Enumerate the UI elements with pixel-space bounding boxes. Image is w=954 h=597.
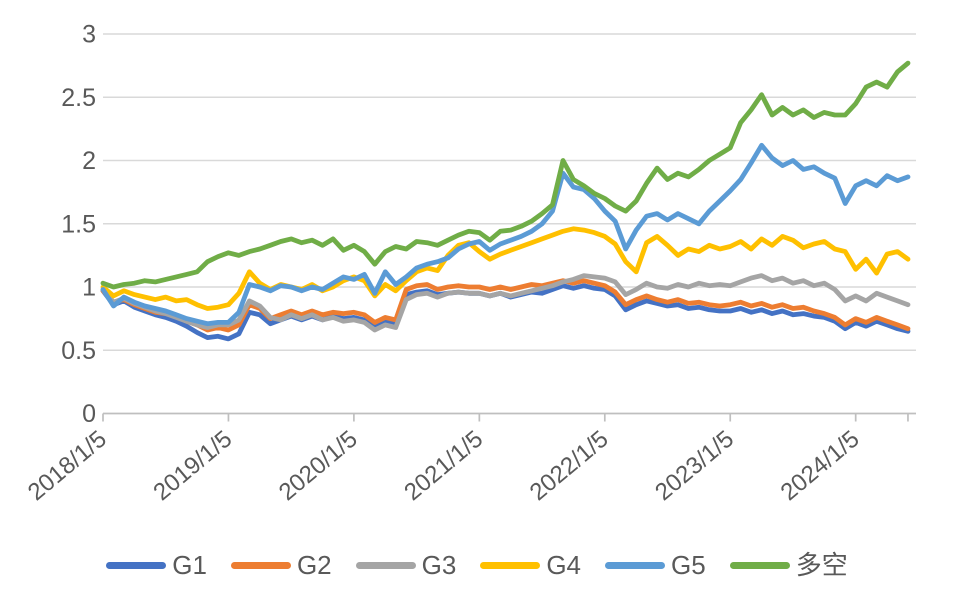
x-axis-tick-label: 2021/1/5 xyxy=(399,425,488,506)
x-axis-tick-label: 2024/1/5 xyxy=(776,425,865,506)
y-axis-tick-label: 1 xyxy=(82,274,96,302)
x-axis-tick-label: 2022/1/5 xyxy=(525,425,614,506)
legend-item-G1: G1 xyxy=(106,552,207,578)
y-axis-tick-label: 1.5 xyxy=(61,210,96,238)
x-axis-tick-label: 2019/1/5 xyxy=(148,425,237,506)
series-line-G2 xyxy=(100,278,911,333)
series-line-多空 xyxy=(100,60,911,290)
legend-line-swatch-icon xyxy=(729,561,790,569)
legend-label: G1 xyxy=(172,550,207,580)
legend-label: G4 xyxy=(546,550,582,580)
chart-legend: G1 G2 G3 G4 G5 多空 xyxy=(0,552,954,578)
y-axis-tick-label: 3 xyxy=(82,21,96,49)
legend-label: G5 xyxy=(671,550,706,580)
y-axis-tick-label: 0.5 xyxy=(61,337,96,365)
y-axis-tick-label: 2 xyxy=(82,147,96,175)
series-line-G3 xyxy=(100,273,911,333)
y-axis-tick-label: 2.5 xyxy=(61,84,96,112)
legend-line-swatch-icon xyxy=(106,561,167,569)
legend-item-G4: G4 xyxy=(480,552,581,578)
series-line-G4 xyxy=(100,226,911,311)
legend-item-G2: G2 xyxy=(230,550,332,580)
legend-item-G5: G5 xyxy=(605,552,706,578)
x-axis-tick-label: 2023/1/5 xyxy=(650,425,739,506)
legend-item-G3: G3 xyxy=(355,550,457,580)
series-line-G5 xyxy=(100,142,911,327)
x-axis-tick-label: 2018/1/5 xyxy=(23,425,112,506)
legend-line-swatch-icon xyxy=(230,561,291,569)
legend-label: G2 xyxy=(296,550,332,580)
legend-line-swatch-icon xyxy=(355,561,416,569)
legend-line-swatch-icon xyxy=(605,561,666,569)
legend-label: G3 xyxy=(421,550,457,580)
legend-item-多空: 多空 xyxy=(729,550,848,580)
y-axis-tick-label: 0 xyxy=(82,400,96,428)
legend-line-swatch-icon xyxy=(480,561,541,569)
legend-label: 多空 xyxy=(795,550,848,580)
x-axis-tick-label: 2020/1/5 xyxy=(274,425,363,506)
